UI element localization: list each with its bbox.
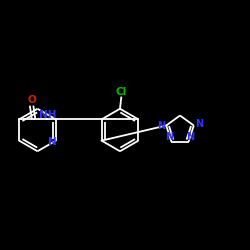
Text: NH: NH [39,110,56,120]
Text: N: N [48,137,56,147]
Text: N: N [195,118,203,128]
Text: N: N [186,132,194,142]
Text: N: N [157,120,165,130]
Text: Cl: Cl [116,87,127,97]
Text: N: N [166,132,173,142]
Text: O: O [27,95,36,105]
